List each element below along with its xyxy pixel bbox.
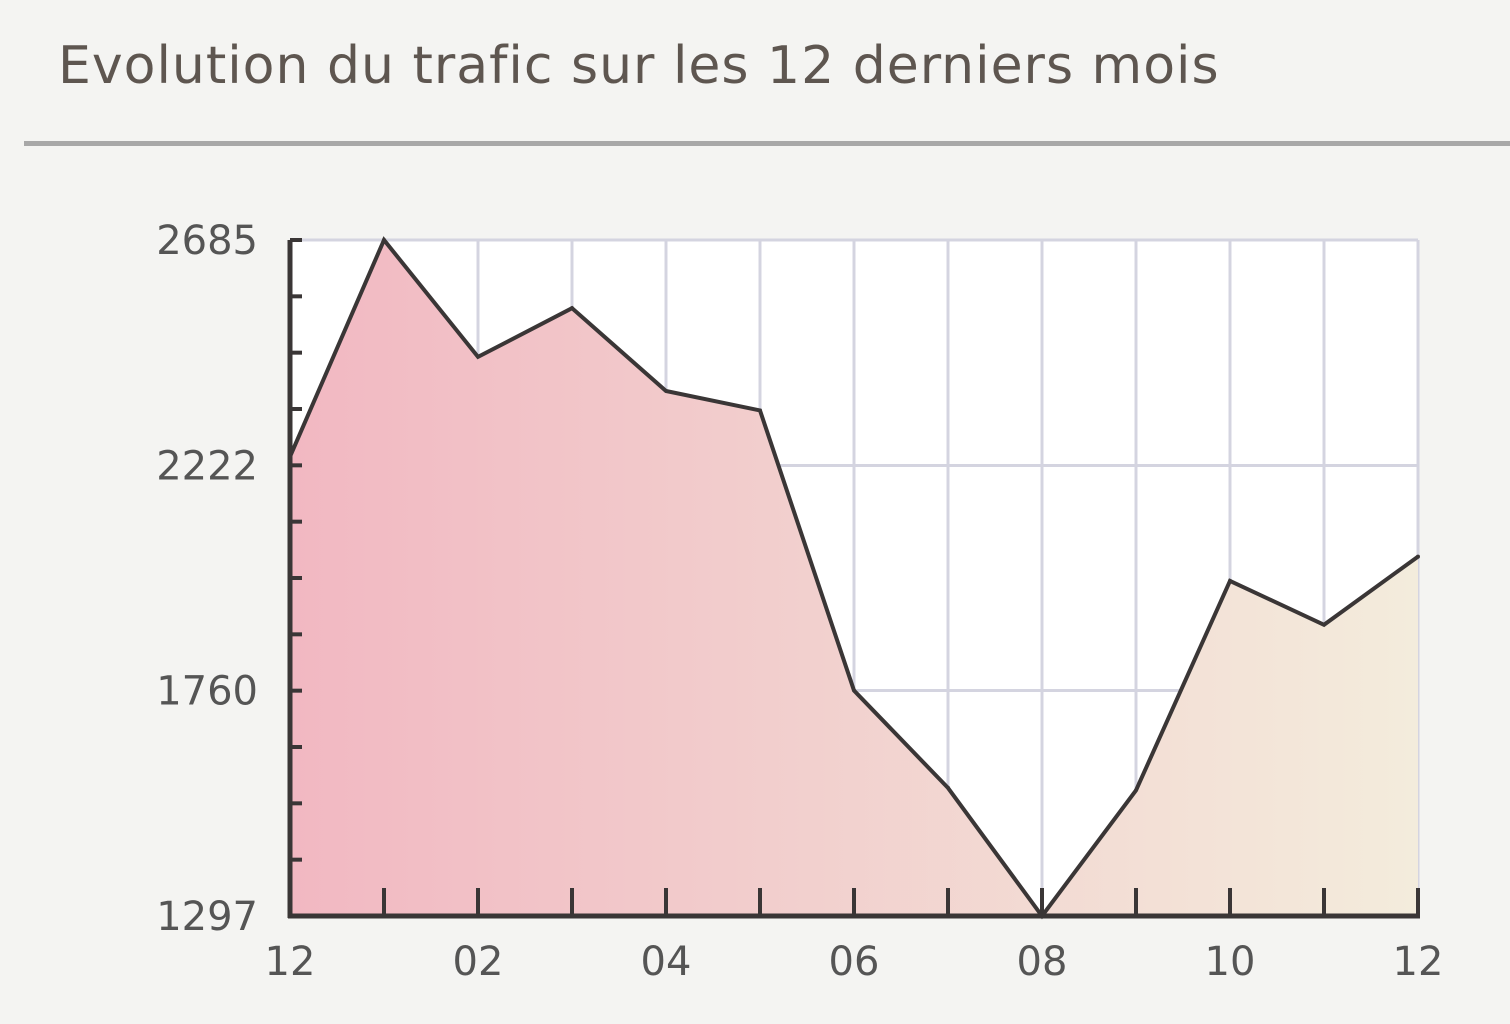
x-tick-label: 12 [1393,939,1444,985]
x-tick-label: 08 [1017,939,1068,985]
y-tick-label: 1760 [156,669,258,715]
x-tick-label: 06 [829,939,880,985]
x-tick-label: 12 [265,939,316,985]
x-tick-label: 02 [453,939,504,985]
traffic-series-line [288,236,1420,920]
axes [287,238,1420,919]
x-tick-label: 10 [1205,939,1256,985]
traffic-area-fill [290,240,1418,916]
x-tick-label: 04 [641,939,692,985]
chart-title: Evolution du trafic sur les 12 derniers … [58,36,1220,96]
y-tick-label: 1297 [156,894,258,940]
y-tick-label: 2222 [156,443,258,489]
y-tick-label: 2685 [156,218,258,264]
title-divider [24,141,1510,146]
